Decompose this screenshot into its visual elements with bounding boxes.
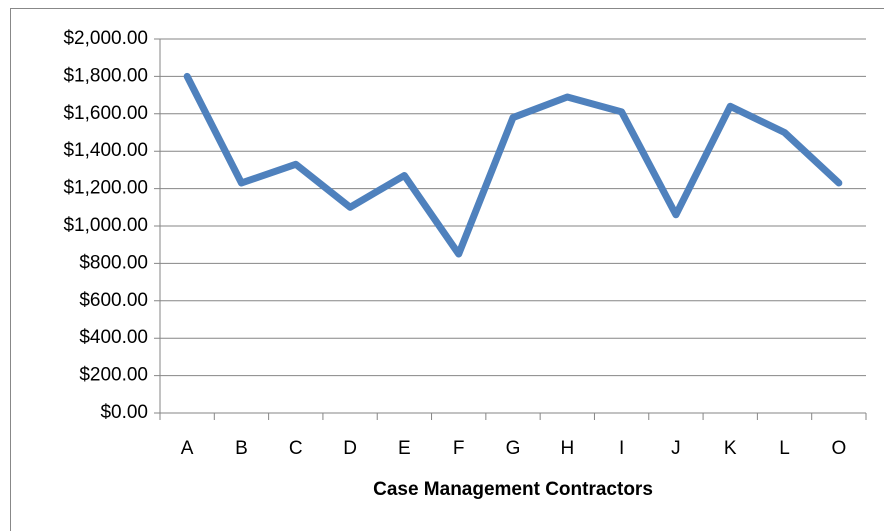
chart-border bbox=[10, 8, 884, 531]
y-tick-label: $0.00 bbox=[100, 402, 148, 423]
y-tick-label: $1,200.00 bbox=[63, 178, 148, 199]
x-tick-label: A bbox=[181, 438, 194, 459]
x-axis-title: Case Management Contractors bbox=[373, 479, 653, 500]
x-tick-label: E bbox=[398, 438, 411, 459]
y-tick-label: $1,800.00 bbox=[63, 65, 148, 86]
x-tick-label: L bbox=[779, 438, 790, 459]
y-tick-label: $600.00 bbox=[79, 290, 148, 311]
x-tick-label: H bbox=[560, 438, 574, 459]
y-tick-label: $2,000.00 bbox=[63, 28, 148, 49]
y-tick-label: $200.00 bbox=[79, 365, 148, 386]
series-line bbox=[183, 72, 843, 258]
x-tick-label: I bbox=[619, 438, 624, 459]
y-tick-label: $1,600.00 bbox=[63, 103, 148, 124]
y-tick-label: $400.00 bbox=[79, 327, 148, 348]
x-tick-label: J bbox=[671, 438, 681, 459]
y-tick-label: $1,000.00 bbox=[63, 215, 148, 236]
x-tick-label: O bbox=[831, 438, 846, 459]
x-tick-label: C bbox=[289, 438, 303, 459]
y-tick-label: $1,400.00 bbox=[63, 140, 148, 161]
x-tick-label: K bbox=[724, 438, 737, 459]
x-tick-label: G bbox=[506, 438, 521, 459]
x-tick-label: F bbox=[453, 438, 465, 459]
y-tick-label: $800.00 bbox=[79, 252, 148, 273]
x-tick-label: D bbox=[343, 438, 357, 459]
x-tick-label: B bbox=[235, 438, 248, 459]
